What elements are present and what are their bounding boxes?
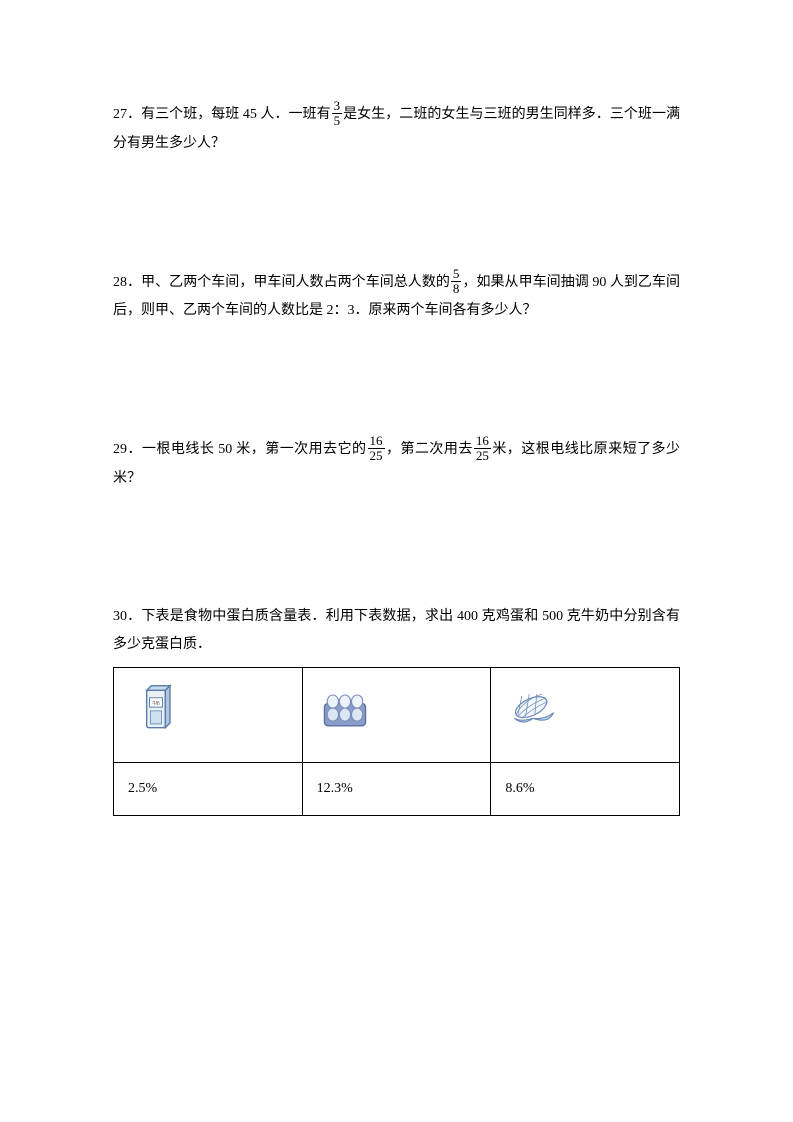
- eggs-icon: [317, 681, 373, 737]
- cell-milk: 牛奶: [114, 667, 303, 762]
- q27-text-a: 有三个班，每班 45 人．一班有: [141, 107, 331, 122]
- q28-number: 28．: [113, 275, 141, 290]
- protein-table: 牛奶: [113, 667, 680, 816]
- q28-text-a: 甲、乙两个车间，甲车间人数占两个车间总人数的: [141, 275, 450, 290]
- page-content: 27．有三个班，每班 45 人．一班有35是女生，二班的女生与三班的男生同样多．…: [0, 0, 793, 816]
- q29-text-b: ，第二次用去: [386, 442, 473, 457]
- table-row-values: 2.5% 12.3% 8.6%: [114, 762, 680, 815]
- table-row-images: 牛奶: [114, 667, 680, 762]
- q29-fraction-2: 1625: [474, 434, 491, 464]
- cell-eggs-value: 12.3%: [302, 762, 491, 815]
- cell-milk-value: 2.5%: [114, 762, 303, 815]
- corn-icon: [505, 681, 561, 737]
- milk-icon: 牛奶: [128, 681, 184, 737]
- q28-fraction: 58: [451, 267, 462, 297]
- q27-number: 27．: [113, 107, 141, 122]
- q29-number: 29．: [113, 442, 142, 457]
- q28-frac-den: 8: [451, 282, 462, 296]
- svg-text:牛奶: 牛奶: [152, 701, 160, 706]
- question-29: 29．一根电线长 50 米，第一次用去它的1625，第二次用去1625米，这根电…: [113, 435, 680, 493]
- q30-text: 下表是食物中蛋白质含量表．利用下表数据，求出 400 克鸡蛋和 500 克牛奶中…: [113, 609, 680, 652]
- q27-fraction: 35: [332, 99, 343, 129]
- q29-text-a: 一根电线长 50 米，第一次用去它的: [142, 442, 367, 457]
- q27-frac-num: 3: [332, 99, 343, 114]
- q28-frac-num: 5: [451, 267, 462, 282]
- q27-frac-den: 5: [332, 114, 343, 128]
- question-30: 30．下表是食物中蛋白质含量表．利用下表数据，求出 400 克鸡蛋和 500 克…: [113, 603, 680, 816]
- cell-corn-value: 8.6%: [491, 762, 680, 815]
- question-27: 27．有三个班，每班 45 人．一班有35是女生，二班的女生与三班的男生同样多．…: [113, 100, 680, 158]
- q30-number: 30．: [113, 609, 141, 624]
- q29-fraction-1: 1625: [368, 434, 385, 464]
- q29-frac2-den: 25: [474, 449, 491, 463]
- q29-frac1-num: 16: [368, 434, 385, 449]
- question-28: 28．甲、乙两个车间，甲车间人数占两个车间总人数的58，如果从甲车间抽调 90 …: [113, 268, 680, 326]
- q29-frac1-den: 25: [368, 449, 385, 463]
- q29-frac2-num: 16: [474, 434, 491, 449]
- cell-eggs: [302, 667, 491, 762]
- cell-corn: [491, 667, 680, 762]
